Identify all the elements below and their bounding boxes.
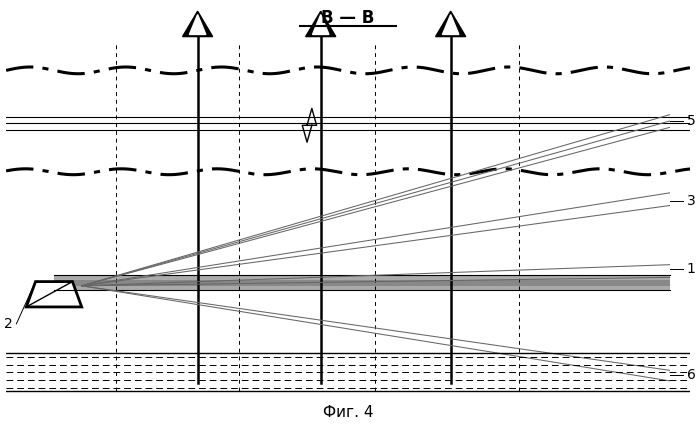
Bar	[54, 275, 670, 290]
Text: 3: 3	[686, 194, 696, 208]
Text: 6: 6	[686, 368, 696, 381]
Text: 5: 5	[686, 114, 696, 128]
Polygon shape	[442, 15, 459, 35]
Polygon shape	[305, 11, 336, 36]
Text: Фиг. 4: Фиг. 4	[323, 405, 373, 420]
Polygon shape	[182, 11, 212, 36]
Bar	[54, 279, 670, 285]
Polygon shape	[435, 11, 466, 36]
Text: В — В: В — В	[322, 9, 375, 27]
Polygon shape	[312, 15, 329, 35]
Text: 1: 1	[686, 262, 696, 276]
Text: 2: 2	[4, 317, 13, 331]
Polygon shape	[189, 15, 206, 35]
Polygon shape	[27, 282, 82, 307]
